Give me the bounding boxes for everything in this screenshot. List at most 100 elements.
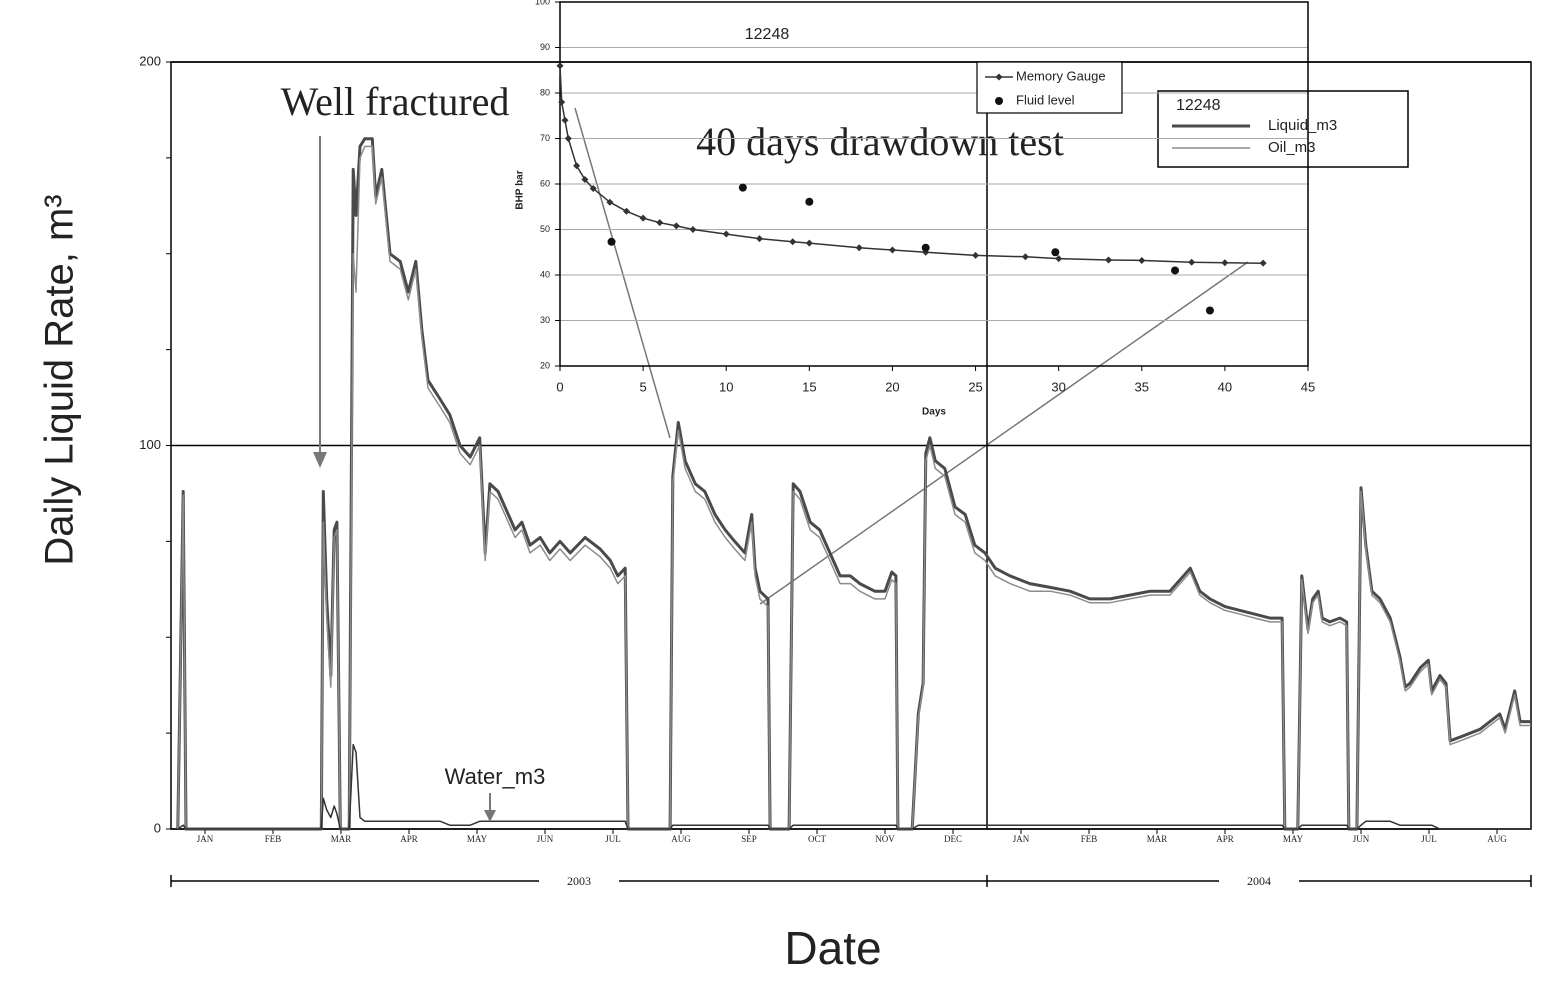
line-marker [755,235,763,243]
scatter-point [1171,266,1180,275]
x-tick-label: 45 [1301,379,1315,394]
scatter-point [738,183,747,192]
x-tick-label: MAR [331,834,352,844]
scatter-point [607,237,616,246]
x-tick-label: SEP [741,834,757,844]
y-tick-label: 100 [139,437,161,452]
plot-frame [559,1,1309,367]
series-line [559,65,1264,264]
inset-title: 12248 [745,26,790,43]
line-marker [672,222,680,230]
x-tick-label: 10 [719,379,733,394]
line-marker [1138,256,1146,264]
x-tick-label: MAY [1283,834,1304,844]
line-marker [1021,253,1029,261]
line-marker [722,230,730,238]
scatter-point [1205,306,1214,315]
legend-label: Oil_m3 [1268,139,1316,156]
x-tick-label: FEB [265,834,282,844]
y-tick-label: 80 [540,87,550,97]
line-marker [564,135,572,142]
y-tick-label: 60 [540,178,550,188]
line-marker [556,62,564,70]
line-marker [639,214,647,222]
y-axis-label: BHP bar [515,170,526,209]
x-tick-label: 25 [968,379,982,394]
y-axis-label: Daily Liquid Rate, m³ [38,194,82,565]
scatter-point [805,197,814,206]
x-tick-label: 0 [556,379,563,394]
line-marker [972,251,980,259]
y-tick-label: 30 [540,315,550,325]
x-tick-label: 15 [802,379,816,394]
x-tick-label: JUL [1421,834,1437,844]
line-marker [805,239,813,247]
x-tick-label: 20 [885,379,899,394]
legend-box [976,61,1123,114]
line-marker [689,226,697,233]
legend-swatch [995,73,1003,81]
line-marker [1188,258,1196,266]
x-tick-label: JUN [537,834,554,844]
line-marker [1221,259,1229,267]
legend-label: Fluid level [1016,92,1075,107]
x-tick-label: 5 [639,379,646,394]
x-tick-label: JUL [605,834,621,844]
x-axis-label: Days [922,407,946,418]
y-tick-label: 50 [540,224,550,234]
y-tick-label: 0 [154,820,161,835]
line-marker [589,185,597,193]
x-tick-label: MAY [467,834,488,844]
x-axis-label: Date [784,922,881,974]
y-tick-label: 20 [540,360,550,370]
connector [759,261,1249,605]
line-marker [855,244,863,252]
x-tick-label: AUG [1487,834,1507,844]
x-tick-label: APR [400,834,418,844]
line-marker [789,238,797,246]
x-tick-label: 40 [1218,379,1232,394]
legend-label: Liquid_m3 [1268,117,1337,134]
line-marker [558,98,566,106]
x-tick-label: JAN [1013,834,1030,844]
plot-frame [170,61,1532,830]
legend-label: Memory Gauge [1016,68,1106,83]
line-marker [622,207,630,215]
year-label: 2004 [1247,874,1271,888]
line-marker [656,219,664,227]
x-tick-label: OCT [808,834,827,844]
line-marker [1105,256,1113,264]
x-tick-label: JAN [197,834,214,844]
series-line [177,145,1531,830]
y-tick-label: 90 [540,42,550,52]
line-marker [1055,255,1063,263]
legend-box [1157,90,1409,168]
scatter-point [1051,248,1060,257]
x-tick-label: AUG [671,834,691,844]
connector [574,107,671,439]
annotation: 40 days drawdown test [696,119,1064,164]
year-label: 2003 [567,874,591,888]
x-tick-label: APR [1216,834,1234,844]
legend-swatch [995,97,1003,105]
line-marker [581,175,589,183]
line-marker [1259,259,1267,267]
x-tick-label: 35 [1135,379,1149,394]
arrow-head [484,810,496,822]
x-tick-label: DEC [944,834,962,844]
y-tick-label: 40 [540,269,550,279]
line-marker [606,198,614,206]
x-tick-label: 30 [1051,379,1065,394]
year-label-bg [1219,873,1299,889]
legend-title: 12248 [1176,97,1221,114]
annotation: Well fractured [281,79,510,124]
line-marker [573,162,581,170]
line-marker [561,116,569,124]
y-tick-label: 100 [535,0,550,6]
y-tick-label: 200 [139,53,161,68]
series-annotation: Water_m3 [445,764,546,789]
x-tick-label: FEB [1081,834,1098,844]
y-tick-label: 70 [540,133,550,143]
